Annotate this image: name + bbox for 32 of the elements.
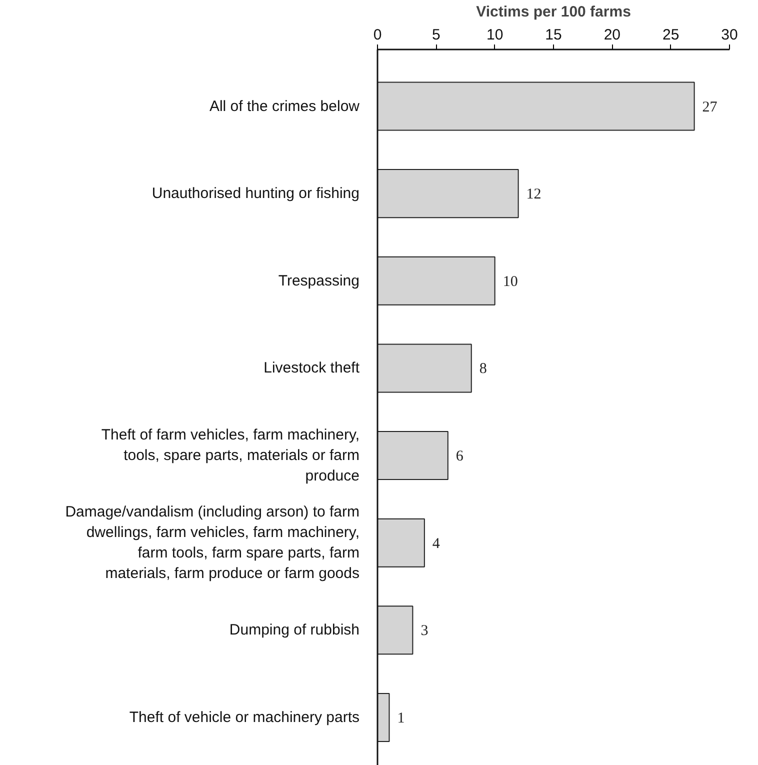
data-label: 3 [420, 623, 428, 640]
x-axis-title: Victims per 100 farms [476, 4, 631, 20]
data-label: 10 [502, 274, 518, 290]
bar [378, 606, 414, 655]
y-tick-label: Trespassing [278, 272, 360, 290]
x-tick-label: 25 [662, 26, 680, 44]
data-label: 6 [456, 448, 464, 465]
bar [378, 344, 472, 393]
y-tick-label: Theft of farm vehicles, farm machinery, tools, spare parts, materials or farm produce [101, 426, 360, 484]
bar [378, 169, 519, 218]
data-label: 27 [702, 99, 718, 116]
x-tick-label: 5 [432, 26, 440, 44]
x-tick-label: 20 [604, 26, 621, 44]
bar [378, 82, 695, 131]
data-label: 8 [479, 361, 487, 378]
y-tick-label: Livestock theft [264, 360, 360, 377]
data-label: 4 [432, 536, 440, 552]
bar [378, 256, 496, 306]
x-tick-label: 30 [721, 26, 738, 44]
x-tick-label: 10 [486, 26, 504, 44]
x-tick-label: 0 [373, 26, 382, 44]
y-tick-label: Damage/vandalism (including arson) to farm dwellings, farm vehicles, farm machinery, farm tools, farm spare parts, farm materials, farm produce or farm goods [65, 504, 360, 582]
y-tick-label: All of the crimes below [209, 98, 360, 115]
bar [378, 431, 448, 480]
data-label: 1 [397, 710, 405, 726]
bar [378, 518, 425, 568]
data-label: 12 [526, 186, 542, 203]
x-tick-label: 15 [545, 26, 562, 44]
y-tick-label: Unauthorised hunting or fishing [152, 185, 360, 202]
y-tick-label: Dumping of rubbish [229, 622, 360, 639]
bar [378, 692, 390, 742]
y-tick-label: Theft of vehicle or machinery parts [129, 708, 360, 726]
